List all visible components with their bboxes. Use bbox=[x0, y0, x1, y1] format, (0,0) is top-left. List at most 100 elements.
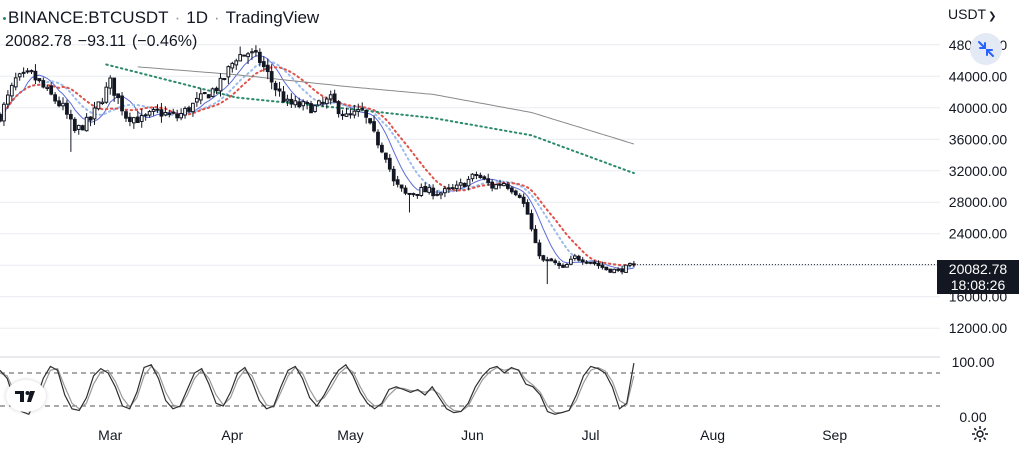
candle-body[interactable] bbox=[431, 187, 435, 197]
candle-body[interactable] bbox=[604, 266, 609, 271]
candle-body[interactable] bbox=[352, 110, 357, 116]
price-axis[interactable]: 48000.0044000.0040000.0036000.0032000.00… bbox=[949, 37, 1008, 425]
candle-body[interactable] bbox=[289, 98, 294, 105]
candle-body[interactable] bbox=[545, 259, 550, 262]
candle-body[interactable] bbox=[494, 184, 498, 190]
candle-body[interactable] bbox=[454, 184, 459, 189]
candle-body[interactable] bbox=[100, 101, 105, 104]
candle-body[interactable] bbox=[557, 262, 561, 267]
candle-body[interactable] bbox=[616, 268, 621, 271]
currency-label[interactable]: USDT bbox=[948, 6, 987, 22]
candle-body[interactable] bbox=[234, 60, 239, 66]
candle-body[interactable] bbox=[407, 192, 412, 195]
candle-body[interactable] bbox=[411, 193, 416, 196]
candle-body[interactable] bbox=[340, 113, 345, 117]
candle-body[interactable] bbox=[41, 80, 46, 88]
candle-body[interactable] bbox=[348, 113, 353, 116]
candle-body[interactable] bbox=[285, 98, 290, 102]
candle-body[interactable] bbox=[17, 73, 22, 78]
symbol-name[interactable]: BINANCE:BTCUSDT bbox=[8, 8, 169, 27]
candle-body[interactable] bbox=[88, 116, 93, 121]
candle-body[interactable] bbox=[116, 93, 120, 99]
candle-body[interactable] bbox=[191, 102, 195, 113]
candle-body[interactable] bbox=[198, 93, 203, 101]
candle-body[interactable] bbox=[92, 107, 97, 120]
candle-body[interactable] bbox=[68, 114, 73, 120]
candle-body[interactable] bbox=[580, 259, 585, 263]
candle-body[interactable] bbox=[328, 94, 333, 100]
candle-body[interactable] bbox=[2, 103, 6, 122]
candle-body[interactable] bbox=[423, 185, 428, 193]
candle-body[interactable] bbox=[395, 179, 400, 185]
candle-body[interactable] bbox=[584, 261, 589, 264]
candle-body[interactable] bbox=[194, 97, 199, 103]
candle-body[interactable] bbox=[57, 100, 61, 107]
candle-body[interactable] bbox=[470, 173, 475, 180]
candle-body[interactable] bbox=[537, 242, 542, 257]
candle-body[interactable] bbox=[553, 260, 558, 264]
candle-body[interactable] bbox=[368, 118, 372, 124]
candle-body[interactable] bbox=[25, 70, 30, 73]
symbol-header[interactable]: BINANCE:BTCUSDT · 1D · TradingView bbox=[3, 8, 319, 28]
candle-body[interactable] bbox=[561, 264, 565, 268]
candle-body[interactable] bbox=[135, 116, 140, 124]
candle-body[interactable] bbox=[305, 101, 309, 104]
candle-body[interactable] bbox=[478, 174, 483, 178]
settings-button[interactable] bbox=[970, 424, 990, 444]
candle-body[interactable] bbox=[37, 78, 42, 82]
candle-body[interactable] bbox=[265, 64, 270, 73]
candle-body[interactable] bbox=[490, 181, 495, 189]
candle-body[interactable] bbox=[301, 101, 306, 107]
candle-body[interactable] bbox=[29, 70, 34, 73]
candle-body[interactable] bbox=[600, 264, 605, 268]
candle-body[interactable] bbox=[517, 194, 522, 198]
candle-body[interactable] bbox=[588, 261, 593, 264]
candle-body[interactable] bbox=[230, 62, 235, 69]
candle-body[interactable] bbox=[612, 268, 617, 274]
candle-body[interactable] bbox=[76, 124, 81, 130]
candle-body[interactable] bbox=[565, 264, 569, 268]
candle-body[interactable] bbox=[277, 88, 282, 92]
candle-body[interactable] bbox=[380, 144, 384, 153]
candle-body[interactable] bbox=[53, 94, 57, 102]
candle-body[interactable] bbox=[143, 114, 148, 117]
candle-body[interactable] bbox=[218, 77, 223, 92]
interval-label[interactable]: 1D bbox=[186, 8, 208, 27]
candle-body[interactable] bbox=[446, 187, 451, 190]
candle-body[interactable] bbox=[427, 186, 432, 193]
candle-body[interactable] bbox=[620, 268, 624, 273]
tradingview-logo[interactable] bbox=[6, 380, 46, 412]
candle-body[interactable] bbox=[297, 101, 302, 108]
candle-body[interactable] bbox=[541, 255, 546, 261]
candle-body[interactable] bbox=[533, 228, 538, 244]
candle-body[interactable] bbox=[313, 105, 317, 112]
candle-body[interactable] bbox=[72, 118, 77, 132]
candle-body[interactable] bbox=[80, 125, 85, 131]
candle-body[interactable] bbox=[84, 116, 89, 132]
candle-body[interactable] bbox=[592, 261, 597, 265]
candle-body[interactable] bbox=[155, 108, 160, 111]
candle-body[interactable] bbox=[171, 111, 176, 114]
candle-body[interactable] bbox=[439, 192, 443, 196]
candle-body[interactable] bbox=[387, 157, 392, 170]
candle-body[interactable] bbox=[624, 264, 628, 273]
candle-body[interactable] bbox=[187, 107, 191, 112]
candle-body[interactable] bbox=[502, 182, 506, 187]
candle-body[interactable] bbox=[273, 82, 278, 91]
candle-body[interactable] bbox=[167, 112, 172, 115]
candle-body[interactable] bbox=[383, 152, 388, 160]
candle-body[interactable] bbox=[250, 51, 254, 54]
candle-body[interactable] bbox=[108, 77, 113, 89]
candle-body[interactable] bbox=[257, 51, 262, 63]
candle-body[interactable] bbox=[482, 176, 487, 180]
candle-body[interactable] bbox=[281, 91, 286, 103]
candle-body[interactable] bbox=[226, 66, 231, 78]
candle-body[interactable] bbox=[222, 78, 227, 81]
candle-body[interactable] bbox=[163, 111, 168, 116]
candle-body[interactable] bbox=[506, 184, 510, 189]
candle-body[interactable] bbox=[131, 117, 136, 124]
candle-body[interactable] bbox=[159, 109, 164, 117]
candle-body[interactable] bbox=[151, 109, 156, 112]
candle-body[interactable] bbox=[5, 94, 10, 105]
candle-body[interactable] bbox=[364, 109, 369, 118]
